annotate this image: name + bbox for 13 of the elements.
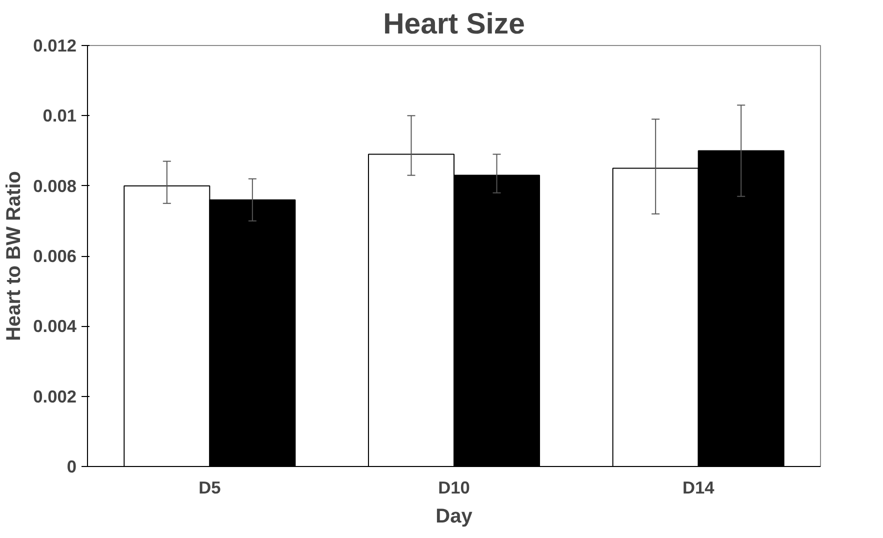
y-tick-label: 0.01: [42, 106, 77, 126]
y-tick-label: 0.004: [33, 316, 77, 336]
y-tick-label: 0.012: [33, 36, 77, 56]
chart-title: Heart Size: [383, 8, 525, 40]
x-tick-label: D5: [198, 478, 222, 498]
y-tick-label: 0.002: [33, 386, 77, 406]
y-tick-label: 0: [66, 456, 77, 476]
y-tick-label: 0.006: [33, 246, 77, 266]
x-tick-label: D10: [438, 478, 470, 498]
x-axis-title: Day: [436, 506, 474, 528]
y-axis-title: Heart to BW Ratio: [3, 171, 26, 341]
x-tick-label: D14: [682, 478, 715, 498]
y-tick-label: 0.008: [33, 176, 77, 196]
